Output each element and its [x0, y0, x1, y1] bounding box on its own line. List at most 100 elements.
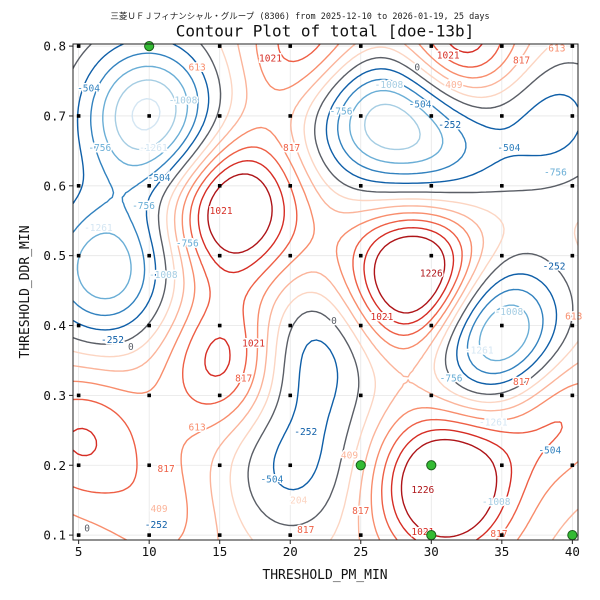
contour-label: -252 [438, 120, 461, 131]
y-tick-label: 0.1 [43, 528, 66, 543]
design-point [76, 393, 81, 398]
design-point [288, 44, 293, 48]
contour-label: -1261 [139, 143, 168, 154]
contour-label: -756 [88, 143, 111, 154]
x-tick-label: 25 [353, 544, 368, 559]
contour-label: 817 [513, 56, 530, 67]
design-point [76, 253, 81, 258]
best-point [426, 460, 437, 471]
contour-label: 817 [352, 506, 369, 517]
contour-label: -1261 [84, 223, 113, 234]
y-tick-label: 0.4 [43, 318, 66, 333]
y-axis-ticks: 0.1 0.2 0.3 0.4 0.5 0.6 0.7 0.8 [43, 39, 73, 543]
contour-label: 613 [189, 63, 206, 74]
contour-label: -1008 [169, 95, 198, 106]
design-point [147, 393, 151, 398]
design-points [76, 44, 575, 537]
contour-label: 817 [490, 529, 507, 540]
contour-line-204 [73, 44, 578, 540]
contour-labels: -504 -1008 -756 -1261 -504 -756 -1261 -756 -1008… [76, 42, 584, 542]
x-tick-label: 30 [424, 544, 439, 559]
x-tick-label: 40 [565, 544, 580, 559]
contour-label: 613 [565, 311, 582, 322]
y-tick-label: 0.6 [43, 178, 66, 193]
design-point [76, 533, 81, 537]
x-axis-label: THRESHOLD_PM_MIN [262, 568, 387, 583]
y-tick-label: 0.2 [43, 458, 66, 473]
contour-label: 613 [548, 44, 565, 55]
contour-label: 817 [283, 143, 300, 154]
contour-label: 1021 [370, 312, 393, 323]
design-point [76, 463, 81, 468]
contour-label: 1021 [242, 338, 265, 349]
design-point [358, 533, 363, 537]
design-point [500, 463, 504, 468]
contour-line-409 [73, 44, 578, 540]
design-point [429, 323, 434, 328]
design-point [358, 114, 363, 118]
design-point [147, 533, 151, 537]
design-point [76, 114, 81, 118]
contour-label: 1021 [437, 51, 460, 62]
contour-label: -504 [260, 475, 283, 486]
design-point [288, 463, 293, 468]
best-points [144, 40, 578, 541]
contour-label: 1021 [259, 53, 282, 64]
contour-label: 409 [445, 80, 462, 91]
design-point [500, 44, 504, 48]
x-tick-label: 10 [142, 544, 157, 559]
contour-label: -252 [145, 520, 168, 531]
contour-label: -252 [101, 335, 124, 346]
design-point [570, 114, 575, 118]
design-point [217, 463, 222, 468]
design-point [570, 463, 575, 468]
design-point [429, 44, 434, 48]
design-point [358, 184, 363, 188]
design-point [288, 533, 293, 537]
x-tick-label: 15 [212, 544, 227, 559]
x-tick-label: 5 [75, 544, 83, 559]
contour-label: -504 [538, 445, 561, 456]
contour-label: 409 [150, 504, 167, 515]
contour-label: 204 [290, 496, 307, 507]
y-tick-label: 0.8 [43, 39, 66, 54]
contour-label: 0 [128, 342, 134, 353]
design-point [217, 253, 222, 258]
contour-label: -1008 [482, 497, 511, 508]
x-tick-label: 35 [494, 544, 509, 559]
x-axis-ticks: 5 10 15 20 25 30 35 40 [75, 540, 580, 559]
contour-label: -1008 [149, 270, 178, 281]
contour-label: -504 [148, 173, 171, 184]
design-point [500, 533, 504, 537]
contour-label: -504 [497, 143, 520, 154]
contour-label: -1261 [479, 417, 508, 428]
design-point [429, 393, 434, 398]
design-point [358, 323, 363, 328]
contour-label: 1226 [420, 269, 443, 280]
design-point [500, 114, 504, 118]
plot-frame [72, 43, 579, 541]
contour-line--252 [73, 44, 578, 491]
design-point [570, 44, 575, 48]
contour-label: 817 [297, 525, 314, 536]
contour-label: 817 [158, 464, 175, 475]
contour-line--1008 [114, 79, 421, 151]
design-point [570, 184, 575, 188]
contour-line--1261 [131, 98, 161, 131]
contour-label: -756 [440, 373, 463, 384]
contour-label: 0 [331, 316, 337, 327]
design-point [76, 44, 81, 48]
design-point [288, 253, 293, 258]
contour-line-817 [73, 44, 563, 540]
best-point [355, 460, 366, 471]
contour-label: 613 [189, 422, 206, 433]
design-point [217, 114, 222, 118]
contour-label: 817 [513, 377, 530, 388]
contour-label: -504 [77, 84, 100, 95]
contour-label: -1008 [495, 307, 524, 318]
design-point [288, 184, 293, 188]
design-point [429, 184, 434, 188]
contour-label: 409 [341, 450, 358, 461]
contour-label: 0 [414, 63, 420, 74]
